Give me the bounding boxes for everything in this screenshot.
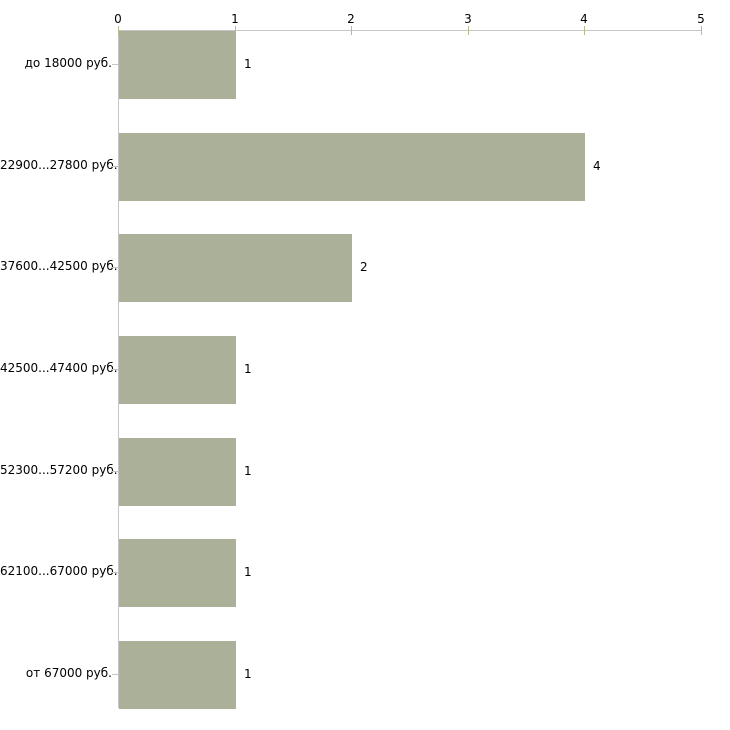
category-tick-mark bbox=[112, 166, 118, 167]
x-tick-mark bbox=[235, 26, 236, 35]
bar bbox=[119, 539, 236, 607]
x-tick-label: 0 bbox=[114, 12, 122, 26]
x-tick-mark bbox=[468, 26, 469, 35]
category-tick-mark bbox=[112, 369, 118, 370]
bar-value-label: 1 bbox=[244, 464, 252, 478]
category-label: 52300...57200 руб. bbox=[0, 463, 118, 477]
x-tick-label: 2 bbox=[347, 12, 355, 26]
bar-value-label: 2 bbox=[360, 260, 368, 274]
bar-value-label: 1 bbox=[244, 57, 252, 71]
bar bbox=[119, 133, 585, 201]
category-label: до 18000 руб. bbox=[24, 56, 112, 70]
x-tick-mark bbox=[584, 26, 585, 35]
category-tick-mark bbox=[112, 674, 118, 675]
bar-value-label: 1 bbox=[244, 362, 252, 376]
x-tick-label: 3 bbox=[464, 12, 472, 26]
x-tick-label: 1 bbox=[231, 12, 239, 26]
bar bbox=[119, 438, 236, 506]
bar bbox=[119, 31, 236, 99]
category-label: 62100...67000 руб. bbox=[0, 564, 118, 578]
category-tick-mark bbox=[112, 471, 118, 472]
bar bbox=[119, 336, 236, 404]
category-label: 37600...42500 руб. bbox=[0, 259, 118, 273]
bar bbox=[119, 641, 236, 709]
x-tick-mark bbox=[351, 26, 352, 35]
x-tick-label: 4 bbox=[580, 12, 588, 26]
bar bbox=[119, 234, 352, 302]
category-label: 42500...47400 руб. bbox=[0, 361, 118, 375]
category-tick-mark bbox=[112, 64, 118, 65]
bar-value-label: 1 bbox=[244, 667, 252, 681]
category-tick-mark bbox=[112, 267, 118, 268]
category-tick-mark bbox=[112, 572, 118, 573]
x-tick-mark bbox=[701, 26, 702, 35]
x-tick-label: 5 bbox=[697, 12, 705, 26]
x-axis-line bbox=[118, 30, 701, 31]
bar-value-label: 1 bbox=[244, 565, 252, 579]
category-label: 22900...27800 руб. bbox=[0, 158, 118, 172]
bar-value-label: 4 bbox=[593, 159, 601, 173]
y-axis-line bbox=[118, 30, 119, 708]
category-label: от 67000 руб. bbox=[25, 666, 112, 680]
x-tick-mark bbox=[118, 26, 119, 35]
